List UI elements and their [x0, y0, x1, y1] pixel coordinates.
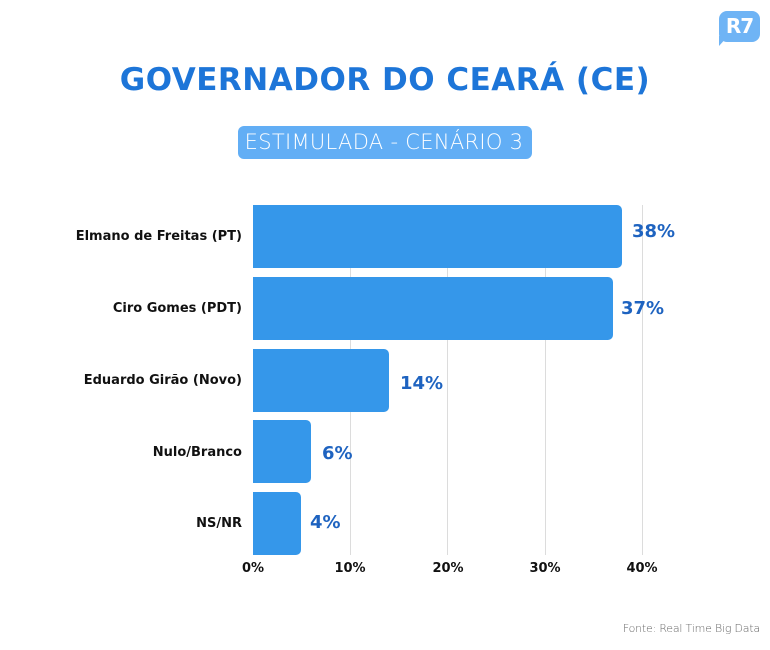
- bar: [253, 349, 389, 412]
- subtitle-container: ESTIMULADA - CENÁRIO 3: [0, 126, 770, 159]
- gridline-20: [447, 205, 448, 555]
- value-label: 14%: [400, 373, 444, 394]
- value-label: 37%: [621, 298, 665, 319]
- x-tick-label: 10%: [334, 561, 366, 576]
- value-label: 38%: [632, 221, 676, 242]
- category-label: NS/NR: [196, 516, 242, 531]
- category-label: Ciro Gomes (PDT): [112, 301, 242, 316]
- x-tick-label: 0%: [241, 561, 265, 576]
- chart-title: GOVERNADOR DO CEARÁ (CE): [119, 62, 651, 98]
- source-note: Fonte: Real Time Big Data: [622, 622, 760, 635]
- category-label: Eduardo Girão (Novo): [83, 373, 242, 388]
- bar: [253, 277, 613, 340]
- r7-logo-tail-icon: [719, 36, 728, 46]
- chart-subtitle-badge: ESTIMULADA - CENÁRIO 3: [237, 126, 533, 159]
- x-tick-label: 20%: [432, 561, 464, 576]
- bar: [253, 205, 622, 268]
- gridline-30: [545, 205, 546, 555]
- value-label: 6%: [322, 443, 353, 464]
- gridline-40: [642, 205, 643, 555]
- x-tick-label: 30%: [529, 561, 561, 576]
- bar: [253, 492, 301, 555]
- x-tick-label: 40%: [626, 561, 658, 576]
- category-label: Nulo/Branco: [152, 445, 242, 460]
- value-label: 4%: [310, 512, 341, 533]
- bar: [253, 420, 311, 483]
- category-label: Elmano de Freitas (PT): [75, 229, 242, 244]
